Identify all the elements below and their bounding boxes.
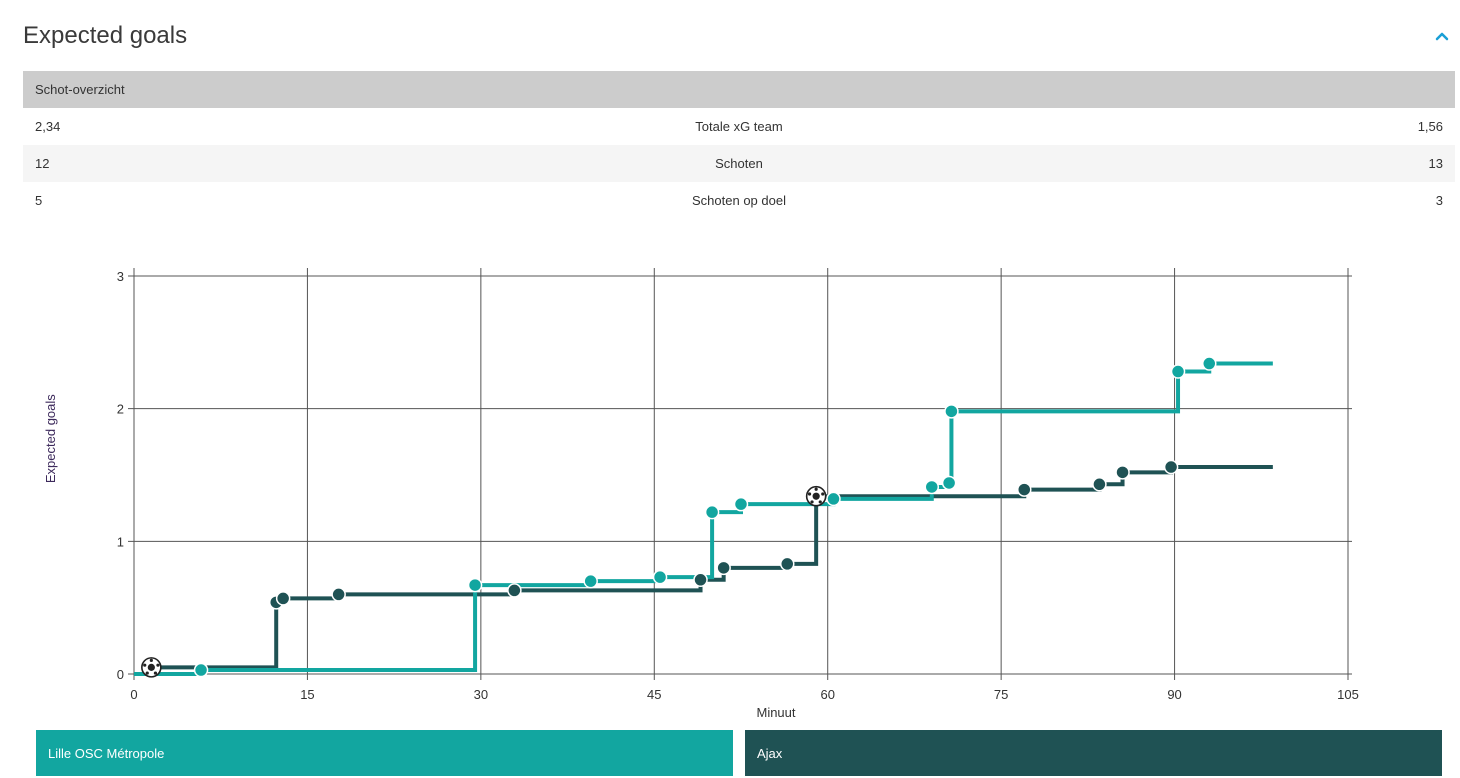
table-row: 12 Schoten 13 — [23, 145, 1455, 182]
shot-point — [1163, 459, 1179, 475]
shot-point — [275, 591, 291, 606]
x-tick-label: 45 — [647, 687, 661, 702]
shot-point — [583, 573, 598, 589]
goal-ball-icon — [153, 671, 158, 675]
away-value: 3 — [1435, 193, 1443, 208]
x-tick-label: 60 — [820, 687, 834, 702]
legend-away-team: Ajax — [745, 730, 1442, 776]
x-tick-label: 75 — [994, 687, 1008, 702]
shot-point — [1092, 477, 1107, 492]
shot-point — [779, 556, 795, 572]
goal-ball-icon — [143, 663, 147, 667]
x-tick-label: 30 — [474, 687, 488, 702]
goal-ball-icon — [149, 658, 153, 662]
home-value: 5 — [35, 193, 43, 208]
x-axis-title: Minuut — [756, 705, 795, 720]
shot-point — [693, 572, 708, 588]
shot-point — [1115, 465, 1130, 480]
x-tick-label: 0 — [130, 687, 137, 702]
goal-ball-icon — [156, 663, 160, 667]
goal-ball-icon — [814, 487, 818, 491]
shot-point — [944, 404, 959, 419]
stat-label: Schoten op doel — [692, 193, 786, 208]
shot-overview-table: Schot-overzicht 2,34 Totale xG team 1,56… — [23, 71, 1455, 219]
series-line — [134, 465, 1273, 676]
away-value: 13 — [1428, 156, 1443, 171]
shot-point — [507, 583, 522, 598]
goal-ball-icon — [821, 492, 825, 496]
shot-point — [924, 479, 940, 495]
goal-ball-icon — [810, 500, 814, 504]
table-header: Schot-overzicht — [23, 71, 1455, 108]
y-tick-label: 2 — [117, 402, 124, 417]
chevron-up-icon[interactable] — [1432, 28, 1452, 44]
series-line — [134, 361, 1273, 676]
goal-ball-icon — [812, 492, 820, 500]
shot-point — [716, 560, 731, 576]
goal-ball-icon — [807, 492, 812, 496]
x-tick-label: 90 — [1167, 687, 1181, 702]
y-axis-title: Expected goals — [43, 394, 58, 483]
section-title: Expected goals — [23, 22, 188, 49]
table-row: 5 Schoten op doel 3 — [23, 182, 1455, 219]
shot-point — [331, 587, 346, 602]
y-tick-label: 3 — [117, 269, 124, 284]
y-tick-label: 1 — [117, 534, 124, 549]
stat-label: Schoten — [715, 156, 763, 171]
shot-point — [467, 577, 483, 593]
stat-label: Totale xG team — [695, 119, 783, 134]
away-value: 1,56 — [1417, 119, 1443, 134]
goal-ball-icon — [818, 500, 822, 504]
shot-point — [1170, 364, 1186, 379]
home-value: 12 — [35, 156, 50, 171]
shot-point — [704, 504, 720, 520]
x-tick-label: 105 — [1337, 687, 1359, 702]
legend-home-team: Lille OSC Métropole — [36, 730, 733, 776]
goal-ball-icon — [145, 671, 149, 675]
table-row: 2,34 Totale xG team 1,56 — [23, 108, 1455, 145]
shot-point — [733, 496, 749, 512]
shot-point — [652, 569, 668, 585]
goal-ball-icon — [147, 663, 155, 671]
xg-chart: 0 15 30 45 60 75 90 105 0 1 2 3 Minuut Expected goals — [43, 268, 1359, 720]
x-tick-label: 15 — [300, 687, 314, 702]
home-value: 2,34 — [35, 119, 61, 134]
shot-point — [193, 662, 209, 678]
shot-point — [941, 475, 957, 491]
y-tick-label: 0 — [117, 667, 124, 682]
shot-point — [1202, 356, 1217, 371]
shot-point — [826, 491, 841, 507]
shot-point — [1017, 482, 1032, 497]
